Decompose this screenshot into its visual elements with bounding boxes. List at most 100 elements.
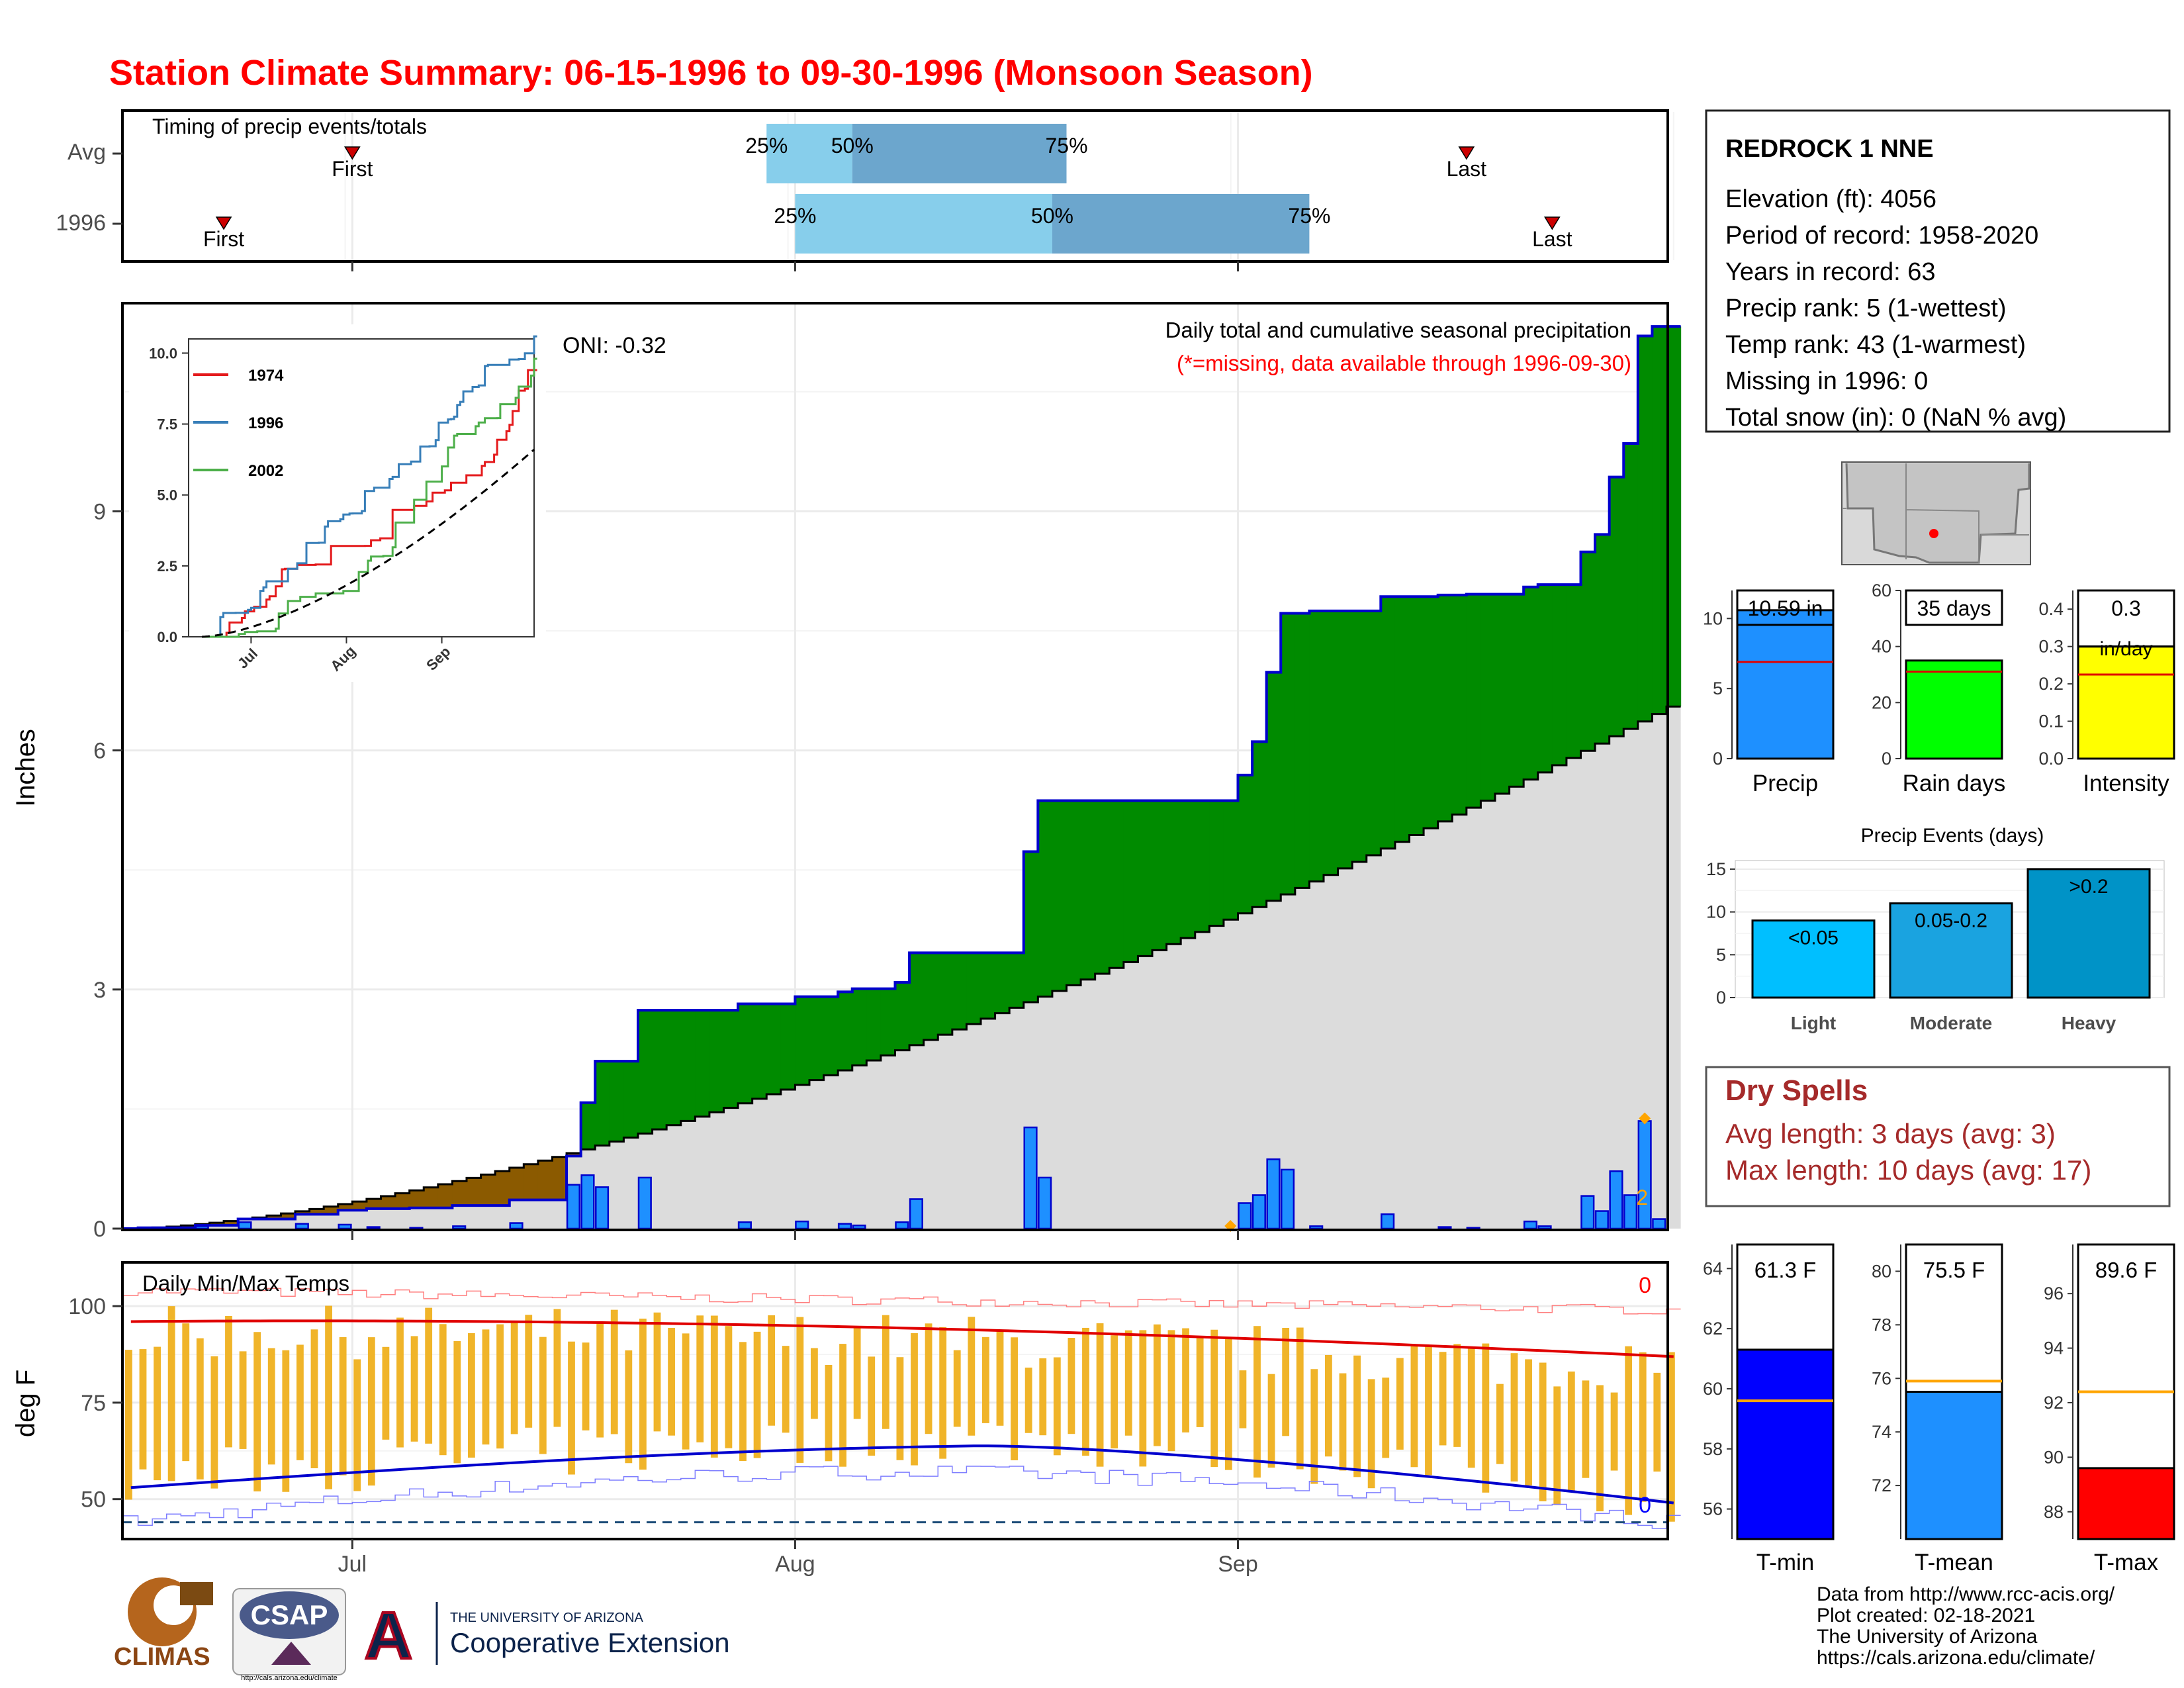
daily-precip-bar — [837, 1223, 852, 1230]
events-ytick-label: 15 — [1706, 859, 1726, 879]
inset-ytick-label: 7.5 — [157, 416, 177, 433]
temp-ytick-label-75: 75 — [81, 1391, 106, 1416]
daily-temp-range-bar — [367, 1337, 375, 1486]
inset-average-line — [201, 448, 535, 638]
small-bar-label-0: Precip — [1752, 771, 1818, 796]
daily-precip-bar — [1537, 1225, 1552, 1230]
surplus-segment — [1095, 800, 1110, 974]
daily-temp-range-bar — [1596, 1385, 1604, 1512]
deficit-segment — [537, 1160, 553, 1200]
temp-bar-ytick-label: 78 — [1872, 1315, 1891, 1335]
surplus-segment — [1295, 613, 1310, 888]
deficit-segment — [509, 1168, 524, 1200]
daily-precip-bar — [852, 1224, 866, 1230]
missing-count: 2 — [1636, 1186, 1648, 1209]
daily-precip-bar — [637, 1176, 652, 1230]
daily-temp-range-bar — [1082, 1327, 1089, 1456]
surplus-segment — [823, 996, 839, 1076]
surplus-segment — [580, 1102, 596, 1150]
surplus-segment — [1166, 800, 1181, 945]
month-tick-label-0: Jul — [338, 1552, 367, 1577]
surplus-segment — [1381, 596, 1396, 849]
surplus-segment — [1552, 585, 1567, 766]
surplus-segment — [909, 953, 925, 1045]
daily-temp-range-bar — [782, 1346, 790, 1433]
station-info-line-6: Total snow (in): 0 (NaN % avg) — [1725, 404, 2066, 432]
surplus-segment — [1524, 586, 1539, 780]
daily-temp-range-bar — [1367, 1379, 1375, 1489]
deficit-segment — [467, 1178, 482, 1206]
surplus-segment — [1666, 326, 1682, 707]
temp-bar-label-2: T-max — [2094, 1550, 2159, 1575]
surplus-segment — [1152, 800, 1167, 951]
record-max-count: 0 — [1639, 1273, 1651, 1298]
events-bar-0 — [1751, 919, 1876, 999]
daily-temp-range-bar — [1239, 1370, 1247, 1429]
daily-temp-range-bar — [553, 1309, 561, 1427]
record-min-line — [124, 1466, 1681, 1529]
surplus-segment — [1609, 477, 1624, 737]
timing-row-label-year: 1996 — [56, 211, 106, 236]
daily-temp-range-bar — [996, 1331, 1004, 1426]
station-info-line-5: Missing in 1996: 0 — [1725, 367, 1928, 395]
daily-temp-range-bar — [282, 1350, 290, 1492]
daily-temp-range-bar — [496, 1324, 504, 1449]
daily-precip-bar — [238, 1221, 252, 1230]
deficit-segment — [523, 1164, 539, 1200]
timing-pct-label: 75% — [1045, 134, 1087, 158]
timing-pct-label: 75% — [1288, 204, 1330, 228]
surplus-segment — [1495, 594, 1510, 794]
missing-data-note: (*=missing, data available through 1996-… — [1177, 351, 1631, 375]
temp-bar-value-2: 89.6 F — [2095, 1258, 2158, 1282]
small-bar-ytick-label: 60 — [1872, 581, 1891, 600]
daily-temp-range-bar — [1467, 1348, 1475, 1468]
daily-temp-range-bar — [1567, 1371, 1575, 1493]
daily-temp-range-bar — [1325, 1354, 1332, 1457]
surplus-segment — [766, 1004, 782, 1094]
temp-ytick-label-50: 50 — [81, 1487, 106, 1513]
precip-y-axis-label: Inches — [11, 729, 40, 807]
inset-legend-label-1974: 1974 — [248, 367, 284, 385]
surplus-segment — [1652, 326, 1667, 714]
temp-bar-2 — [2077, 1467, 2175, 1540]
timing-first-label-1: First — [203, 227, 244, 251]
surplus-segment — [1595, 534, 1610, 744]
daily-temp-range-bar — [825, 1364, 833, 1462]
surplus-segment — [1081, 800, 1096, 980]
temp-panel: Daily Min/Max Temps 0 0 deg F 50 75 100 Ju… — [11, 261, 1681, 1577]
events-category-1: Moderate — [1910, 1013, 1992, 1033]
timing-iqr-upper-1 — [1052, 194, 1310, 254]
daily-temp-range-bar — [167, 1306, 175, 1481]
inset-legend-label-1996: 1996 — [248, 414, 283, 432]
daily-temp-range-bar — [868, 1356, 876, 1456]
oni-value: ONI: -0.32 — [563, 333, 666, 358]
csap-cloud — [240, 1591, 339, 1639]
daily-temp-range-bar — [625, 1350, 633, 1464]
precip-ytick-label-6: 6 — [93, 739, 106, 764]
daily-temp-range-bar — [925, 1323, 933, 1434]
surplus-segment — [1023, 851, 1038, 1002]
daily-temp-range-bar — [639, 1319, 647, 1470]
daily-temp-range-bar — [1210, 1329, 1218, 1468]
daily-precip-bar — [895, 1221, 909, 1230]
surplus-segment — [623, 1061, 639, 1138]
deficit-segment — [281, 1213, 296, 1219]
daily-temp-range-bar — [382, 1346, 390, 1440]
ua-logo: A THE UNIVERSITY OF ARIZONA Cooperative … — [357, 1597, 730, 1674]
surplus-segment — [981, 953, 996, 1019]
daily-temp-range-bar — [539, 1336, 547, 1454]
surplus-segment — [709, 1010, 725, 1113]
surplus-segment — [1009, 953, 1024, 1008]
daily-temp-range-bar — [410, 1336, 418, 1442]
deficit-segment — [395, 1193, 410, 1209]
temp-frame — [121, 1261, 1669, 1540]
surplus-segment — [1537, 585, 1553, 773]
deficit-segment — [295, 1211, 310, 1215]
timing-pct-label: 50% — [1031, 204, 1073, 228]
daily-temp-range-bar — [296, 1344, 304, 1460]
temp-bar-ytick-label: 62 — [1703, 1319, 1723, 1338]
daily-temp-range-bar — [696, 1315, 704, 1442]
temp-bar-ytick-label: 58 — [1703, 1439, 1723, 1459]
daily-precip-bar — [1523, 1220, 1538, 1230]
